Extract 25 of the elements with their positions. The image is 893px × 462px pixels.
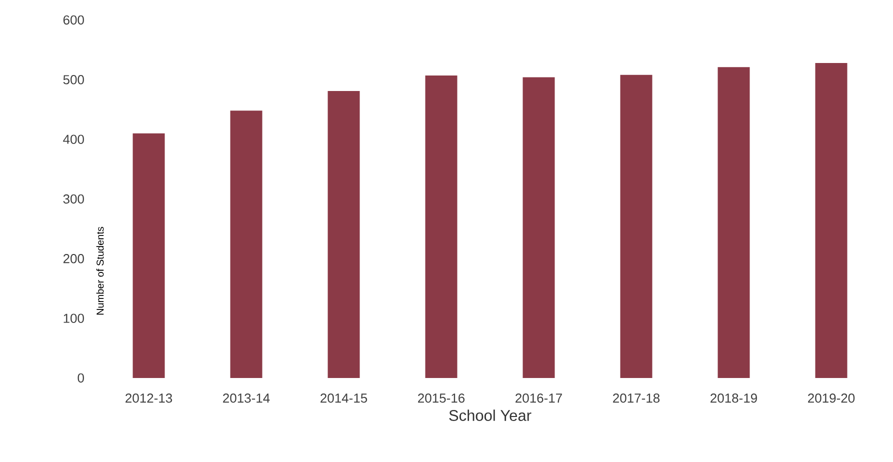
bar: [815, 62, 848, 378]
x-tick-label: 2018-19: [710, 394, 757, 403]
bar: [132, 133, 165, 378]
y-tick-label: 300: [63, 194, 84, 204]
y-tick-label: 0: [78, 373, 84, 383]
bar: [230, 110, 262, 378]
y-tick-label: 100: [64, 314, 84, 323]
y-tick-label: 400: [63, 134, 84, 144]
x-tick-label: 2013-14: [223, 394, 270, 403]
x-tick-label: 2015-16: [418, 394, 465, 403]
y-tick-label: 600: [63, 15, 84, 25]
y-axis-title: Number of Students: [96, 226, 104, 315]
x-axis-title: School Year: [449, 410, 532, 421]
bar: [718, 67, 750, 378]
x-tick-label: 2014-15: [320, 394, 368, 403]
x-tick-label: 2017-18: [613, 394, 660, 403]
y-tick-label: 500: [63, 75, 84, 84]
bar: [328, 90, 360, 378]
x-tick-label: 2016-17: [516, 394, 562, 403]
bar: [425, 75, 458, 378]
y-tick-label: 200: [63, 254, 84, 264]
bar: [620, 74, 652, 378]
bar: [522, 77, 555, 378]
x-tick-label: 2012-13: [126, 394, 172, 403]
x-tick-label: 2019-20: [808, 394, 855, 403]
